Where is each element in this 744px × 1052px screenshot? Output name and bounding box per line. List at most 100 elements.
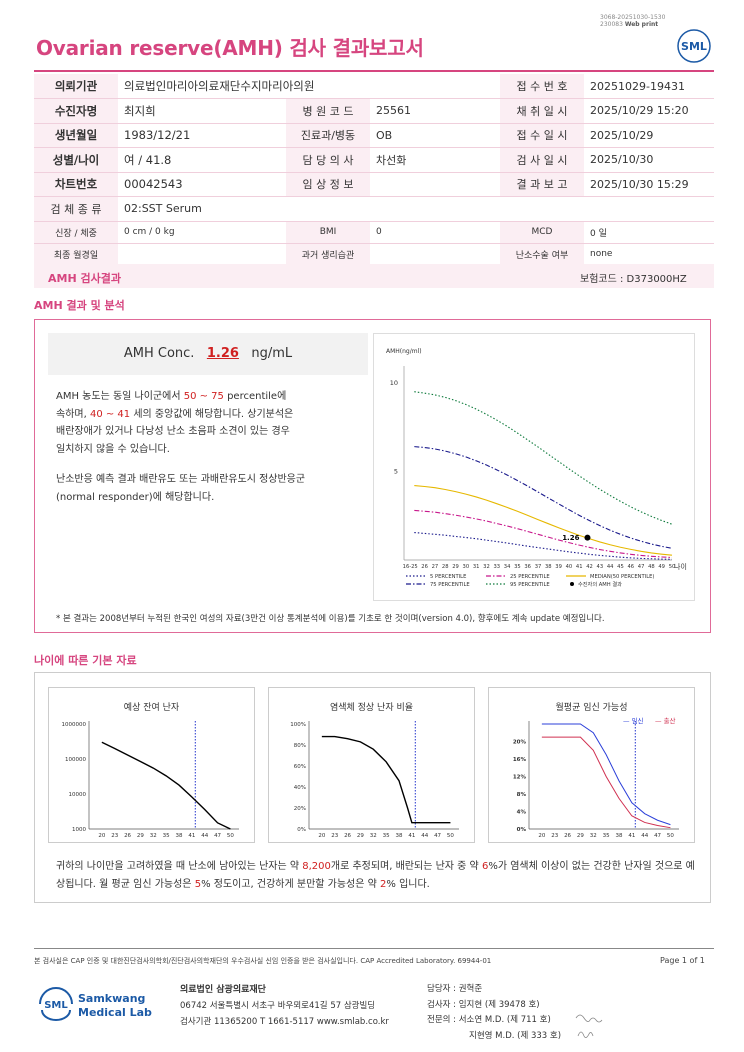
amh-x-tick-label: 34 xyxy=(504,564,511,570)
mini2-x-tick-label: 47 xyxy=(434,833,441,839)
amh-y-tick-label: 10 xyxy=(390,379,398,387)
amh-x-tick-label: 49 xyxy=(658,564,665,570)
amh-patient-point xyxy=(584,534,591,541)
mini3-x-tick-label: 29 xyxy=(577,833,584,839)
mini1-x-tick-label: 23 xyxy=(111,833,118,839)
info-value: 1983/12/21 xyxy=(118,123,286,148)
info-value: 최지희 xyxy=(118,98,286,124)
info-value: 2025/10/29 15:20 xyxy=(584,98,714,124)
mini3-x-tick-label: 35 xyxy=(603,833,610,839)
info-label: MCD xyxy=(500,221,584,244)
mini2-x-tick-label: 23 xyxy=(331,833,338,839)
info-label: BMI xyxy=(286,221,370,244)
mini3-legend-1: — 출산 xyxy=(655,716,676,725)
mini3-x-tick-label: 44 xyxy=(641,833,648,839)
info-label: 차트번호 xyxy=(34,172,118,197)
amh-legend-label-3: 75 PERCENTILE xyxy=(430,582,470,588)
mini2-x-tick-label: 26 xyxy=(344,833,351,839)
mini2-x-tick-label: 35 xyxy=(383,833,390,839)
org-contact: 검사기관 11365200 T 1661-5117 www.smlab.co.k… xyxy=(180,1017,389,1027)
info-row: 생년월일 1983/12/21 진료과/병동 OB 접 수 일 시 2025/1… xyxy=(34,123,714,148)
mini1-y-tick-label: 1000000 xyxy=(62,722,87,728)
mini2-series-line xyxy=(321,735,451,824)
summary-normal-pct: 6 xyxy=(481,861,489,872)
info-label: 신장 / 체중 xyxy=(34,221,118,244)
mini2-x-tick-label: 44 xyxy=(421,833,428,839)
amh-series-line-4 xyxy=(414,391,673,525)
info-value: 0 일 xyxy=(584,221,714,244)
summary-text: %가 염색체 이상이 없는 건강한 난자일 것으로 예상됩니다. 월 평균 임신… xyxy=(56,861,695,890)
mini1-y-tick-label: 1000 xyxy=(72,827,86,833)
mini2-y-tick-label: 20% xyxy=(294,806,306,812)
info-label: 성별/나이 xyxy=(34,147,118,173)
info-value: 00042543 xyxy=(118,172,286,197)
pregnancy-chance-title: 월평균 임신 가능성 xyxy=(555,703,628,713)
staff-specialist-1: 전문의 : 서소연 M.D. (제 711 호) xyxy=(427,1015,551,1025)
info-label: 최종 월경일 xyxy=(34,243,118,266)
amh-x-tick-label: 27 xyxy=(432,564,439,570)
info-value: 0 xyxy=(370,221,500,244)
mini1-x-tick-label: 38 xyxy=(176,833,183,839)
info-label: 채 취 일 시 xyxy=(500,98,584,124)
info-label: 임 상 정 보 xyxy=(286,172,370,197)
signature-icon xyxy=(575,1014,603,1038)
info-value: 0 cm / 0 kg xyxy=(118,221,286,244)
amh-percentile-chart-frame: AMH(ng/ml) 5 10 16-25 26 27 28 29 30 31 32 33 34 35 36… xyxy=(373,333,695,601)
summary-text: % 입니다. xyxy=(386,879,430,890)
info-value: 여 / 41.8 xyxy=(118,147,286,173)
pregnancy-chance-chart: 0% 4% 8% 12% 16% 20% 20 23 26 29 32 35 38 41 44 47 50 — 임… xyxy=(513,716,679,839)
info-label: 의뢰기관 xyxy=(34,74,118,99)
mini3-x-tick-label: 38 xyxy=(616,833,623,839)
conc-unit: ng/mL xyxy=(251,346,293,361)
patient-info-table: 의뢰기관 의료법인마리아의료재단수지마리아의원 접 수 번 호 20251029… xyxy=(34,74,714,266)
svg-text:SML: SML xyxy=(44,1000,68,1011)
amh-series-line-3 xyxy=(414,446,673,549)
info-label: 난소수술 여부 xyxy=(500,243,584,266)
info-row: 최종 월경일 과거 생리습관 난소수술 여부 none xyxy=(34,243,714,266)
mini1-x-tick-label: 26 xyxy=(124,833,131,839)
amh-x-tick-label: 28 xyxy=(442,564,449,570)
info-label: 접 수 일 시 xyxy=(500,123,584,148)
info-value: 2025/10/30 15:29 xyxy=(584,172,714,197)
info-label: 수진자명 xyxy=(34,98,118,124)
summary-text: 개로 추정되며, 배란되는 난자 중 약 xyxy=(330,861,482,872)
amh-x-tick-label: 40 xyxy=(566,564,573,570)
mini2-x-tick-label: 50 xyxy=(447,833,454,839)
result-title: AMH 검사결과 xyxy=(48,272,121,285)
mini1-y-tick-label: 10000 xyxy=(69,792,87,798)
info-value: 02:SST Serum xyxy=(118,196,714,222)
summary-eggs: 8,200 xyxy=(302,861,331,872)
desc-text: percentile에 속하며, xyxy=(56,391,287,420)
amh-patient-label: 1.26 xyxy=(562,534,579,542)
header-divider xyxy=(34,70,714,72)
mini1-x-tick-label: 35 xyxy=(163,833,170,839)
report-code-line1: 3068-20251030-1530 xyxy=(600,14,666,21)
mini2-x-tick-label: 32 xyxy=(370,833,377,839)
mini2-y-tick-label: 0% xyxy=(297,827,306,833)
info-value: 의료법인마리아의료재단수지마리아의원 xyxy=(118,74,500,99)
remaining-eggs-chart-card: 예상 잔여 난자 1000 10000 100000 1000000 20 23 26 29 3… xyxy=(48,687,255,843)
amh-x-tick-label: 38 xyxy=(545,564,552,570)
amh-x-tick-label: 47 xyxy=(638,564,645,570)
staff-manager: 담당자 : 권혁준 xyxy=(427,984,483,994)
pregnancy-chance-chart-card: 월평균 임신 가능성 0% 4% 8% 12% 16% 20% 20 23 26 29 32 35 38… xyxy=(488,687,695,843)
amh-series-line-2 xyxy=(414,485,673,556)
logo-line2: Medical Lab xyxy=(78,1006,152,1019)
amh-x-tick-label: 30 xyxy=(463,564,470,570)
amh-x-tick-label: 45 xyxy=(617,564,624,570)
amh-x-tick-label: 41 xyxy=(576,564,583,570)
sml-logo-icon: SML xyxy=(677,29,711,63)
percentile-range: 50 ~ 75 xyxy=(183,391,224,402)
age-range: 40 ~ 41 xyxy=(89,408,131,420)
amh-series-line-1 xyxy=(414,509,673,559)
amh-x-tick-label: 31 xyxy=(473,564,480,570)
info-value xyxy=(370,172,500,197)
amh-concentration: AMH Conc. 1.26 ng/mL xyxy=(48,346,368,361)
normal-chromosome-title: 염색체 정상 난자 비율 xyxy=(329,703,414,713)
mini2-y-tick-label: 80% xyxy=(294,743,306,749)
mini1-x-tick-label: 44 xyxy=(201,833,208,839)
analysis-box xyxy=(34,319,711,633)
mini3-series-line-1 xyxy=(541,736,671,829)
logo-line1: Samkwang xyxy=(78,992,145,1005)
conc-panel xyxy=(48,333,368,375)
